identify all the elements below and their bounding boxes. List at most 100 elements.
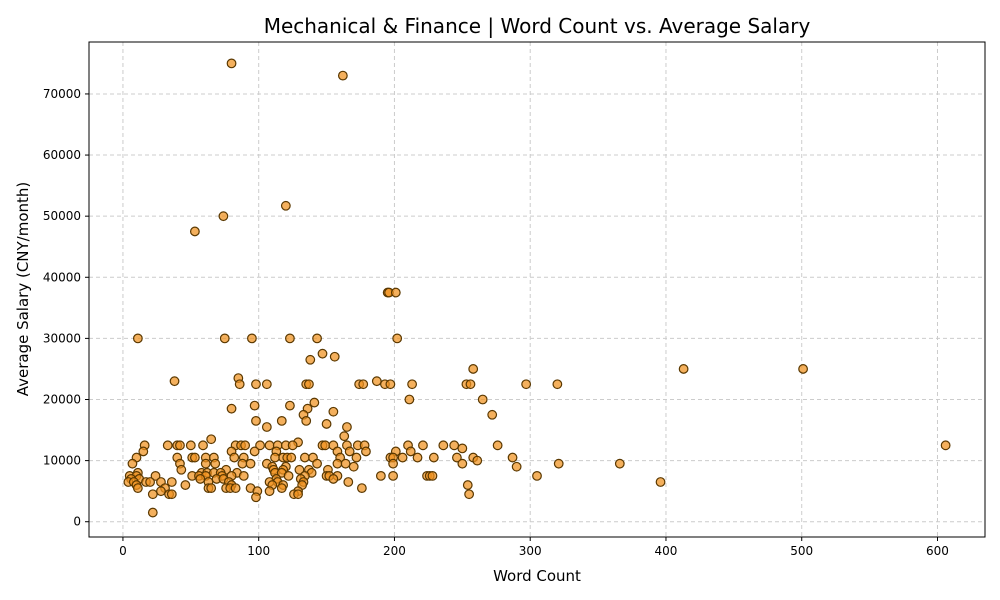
scatter-point (798, 364, 808, 374)
scatter-point (245, 458, 256, 469)
scatter-point (127, 458, 138, 469)
scatter-point (237, 458, 248, 469)
scatter-point (328, 406, 339, 417)
y-tick-label: 40000 (43, 270, 81, 284)
scatter-point (261, 422, 272, 432)
y-tick-label: 10000 (43, 454, 81, 468)
scatter-point (465, 379, 476, 390)
scatter-point (337, 70, 348, 81)
y-tick-label: 20000 (43, 393, 81, 407)
scatter-point (132, 483, 143, 494)
scatter-point (332, 458, 343, 469)
scatter-point (321, 419, 332, 429)
x-tick-label: 300 (519, 544, 542, 558)
scatter-point (511, 461, 522, 472)
scatter-point (356, 483, 367, 494)
scatter-point (189, 226, 200, 237)
scatter-point (477, 394, 488, 405)
scatter-point (428, 452, 439, 463)
scatter-point (286, 452, 297, 463)
scatter-point (240, 440, 251, 451)
y-tick-label: 70000 (43, 87, 81, 101)
scatter-point (312, 458, 322, 469)
scatter-point (249, 446, 260, 457)
scatter-point (251, 379, 261, 390)
scatter-point (507, 452, 518, 463)
scatter-point (283, 470, 294, 481)
x-tick-label: 0 (119, 544, 127, 558)
y-tick-label: 0 (73, 515, 81, 529)
scatter-point (138, 446, 149, 457)
scatter-point (305, 354, 316, 365)
x-tick-label: 500 (790, 544, 813, 558)
scatter-point (175, 440, 185, 451)
scatter-point (320, 440, 331, 451)
scatter-point (132, 333, 143, 344)
scatter-point (247, 333, 257, 344)
scatter-point (388, 470, 398, 481)
scatter-point (293, 489, 303, 500)
scatter-point (468, 364, 479, 374)
scatter-point (166, 489, 177, 500)
scatter-point (147, 489, 158, 500)
scatter-point (614, 458, 625, 469)
y-axis-title: Average Salary (CNY/month) (14, 182, 32, 397)
scatter-point (301, 415, 312, 426)
scatter-point (280, 200, 291, 211)
scatter-point (287, 440, 298, 451)
scatter-point (329, 351, 340, 362)
scatter-point (457, 443, 468, 454)
scatter-point (348, 461, 359, 472)
scatter-point (147, 507, 158, 518)
scatter-point (343, 477, 354, 487)
axis-ticks: 0 100 200 300 400 500 600 0 10000 20000 30000 40000… (43, 87, 949, 558)
scatter-point (457, 458, 468, 469)
x-tick-label: 400 (655, 544, 678, 558)
scatter-point (198, 440, 208, 451)
scatter-point (251, 415, 261, 426)
data-points (123, 58, 951, 518)
scatter-point (427, 470, 438, 481)
scatter-point (462, 480, 473, 490)
grid (89, 42, 985, 537)
scatter-point (234, 379, 245, 390)
scatter-point (229, 452, 240, 463)
scatter-point (162, 440, 173, 451)
scatter-point (255, 440, 265, 451)
scatter-point (532, 470, 542, 481)
scatter-point (492, 440, 503, 451)
scatter-point (344, 446, 355, 457)
scatter-point (358, 379, 369, 390)
scatter-point (145, 477, 155, 487)
scatter-point (166, 477, 177, 487)
y-tick-label: 50000 (43, 209, 81, 223)
scatter-point (264, 486, 275, 497)
scatter-point (238, 470, 249, 481)
scatter-point (304, 379, 314, 390)
scatter-point (317, 348, 328, 359)
x-tick-label: 100 (247, 544, 270, 558)
scatter-point (392, 333, 403, 344)
scatter-point (340, 458, 351, 469)
scatter-point (521, 379, 532, 390)
scatter-point (189, 452, 200, 463)
scatter-point (452, 452, 462, 463)
scatter-point (407, 379, 418, 390)
scatter-point (385, 379, 396, 390)
scatter-point (388, 458, 398, 469)
scatter-point (438, 440, 449, 451)
scatter-point (285, 333, 295, 344)
scatter-point (405, 446, 416, 457)
scatter-point (397, 452, 408, 463)
scatter-point (294, 464, 305, 475)
scatter-point (276, 483, 287, 494)
scatter-point (464, 489, 475, 500)
scatter-point (150, 470, 161, 481)
scatter-point (418, 440, 428, 451)
scatter-point (230, 483, 241, 494)
scatter-point (285, 400, 295, 411)
scatter-point (449, 440, 460, 451)
scatter-point (169, 376, 180, 387)
scatter-point (553, 458, 564, 469)
